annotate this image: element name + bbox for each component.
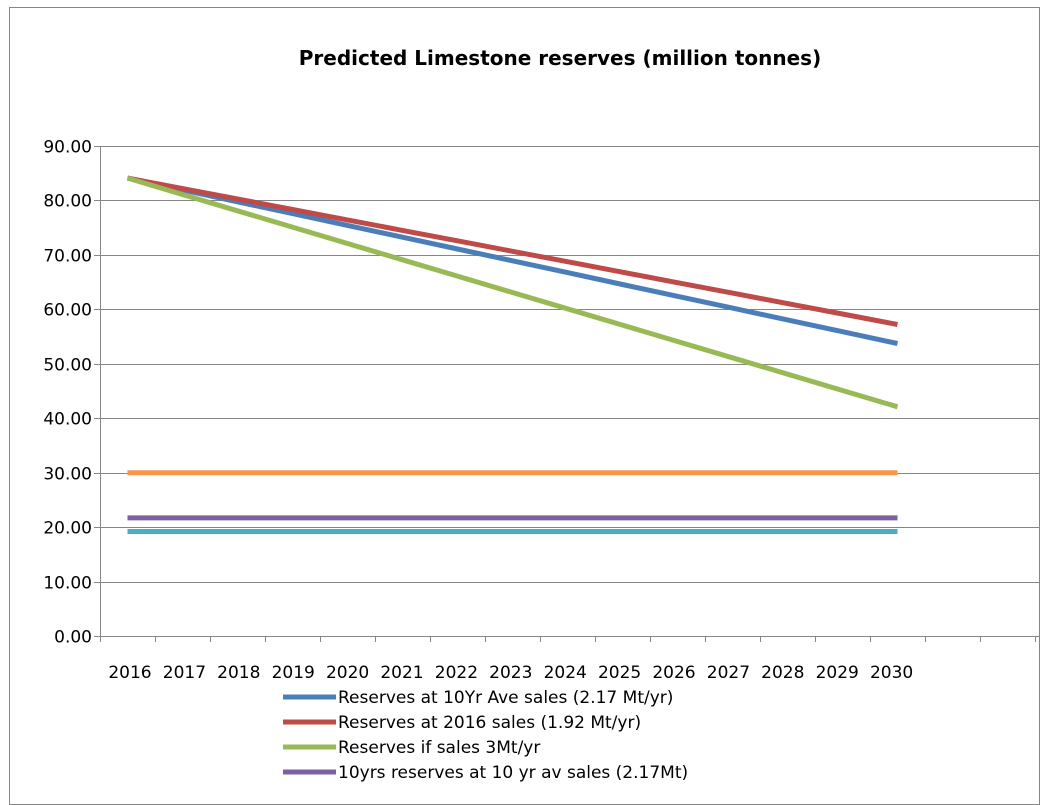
x-tick-label: 2021 [380,663,423,683]
y-tick-label: 50.00 [43,356,92,376]
y-tick-label: 40.00 [43,410,92,430]
axes: 0.00 10.00 20.00 30.00 40.00 50.00 60.00 70.00 8… [43,138,1040,683]
y-tick-label: 30.00 [43,465,92,485]
x-tick-label: 2027 [707,663,750,683]
y-tick-label: 60.00 [43,301,92,321]
series-lines [126,175,899,534]
x-tick-label: 2026 [652,663,695,683]
legend: Reserves at 10Yr Ave sales (2.17 Mt/yr) R… [283,688,688,783]
chart-title: Predicted Limestone reserves (million to… [299,46,821,70]
y-tick-label: 90.00 [43,138,92,158]
series-line [126,175,899,410]
legend-label: 10yrs reserves at 10 yr av sales (2.17Mt… [338,763,688,783]
x-tick-label: 2023 [489,663,532,683]
x-tick-label: 2019 [272,663,315,683]
x-tick-label: 2029 [816,663,859,683]
y-tick-label: 10.00 [43,574,92,594]
x-tick-label: 2025 [598,663,641,683]
y-tick-label: 80.00 [43,192,92,212]
series-line [126,175,899,346]
x-tick-label: 2028 [761,663,804,683]
series-line [127,175,898,327]
x-tick-label: 2016 [108,663,151,683]
chart-border [9,7,1040,805]
legend-label: Reserves at 2016 sales (1.92 Mt/yr) [338,713,641,733]
y-tick-label: 0.00 [54,628,92,648]
y-tick-label: 20.00 [43,519,92,539]
x-tick-label: 2030 [870,663,913,683]
legend-label: Reserves at 10Yr Ave sales (2.17 Mt/yr) [338,688,673,708]
legend-label: Reserves if sales 3Mt/yr [338,738,540,758]
x-tick-label: 2024 [544,663,587,683]
y-tick-label: 70.00 [43,247,92,267]
x-tick-label: 2020 [326,663,369,683]
x-tick-label: 2022 [435,663,478,683]
x-tick-label: 2017 [163,663,206,683]
x-tick-label: 2018 [217,663,260,683]
